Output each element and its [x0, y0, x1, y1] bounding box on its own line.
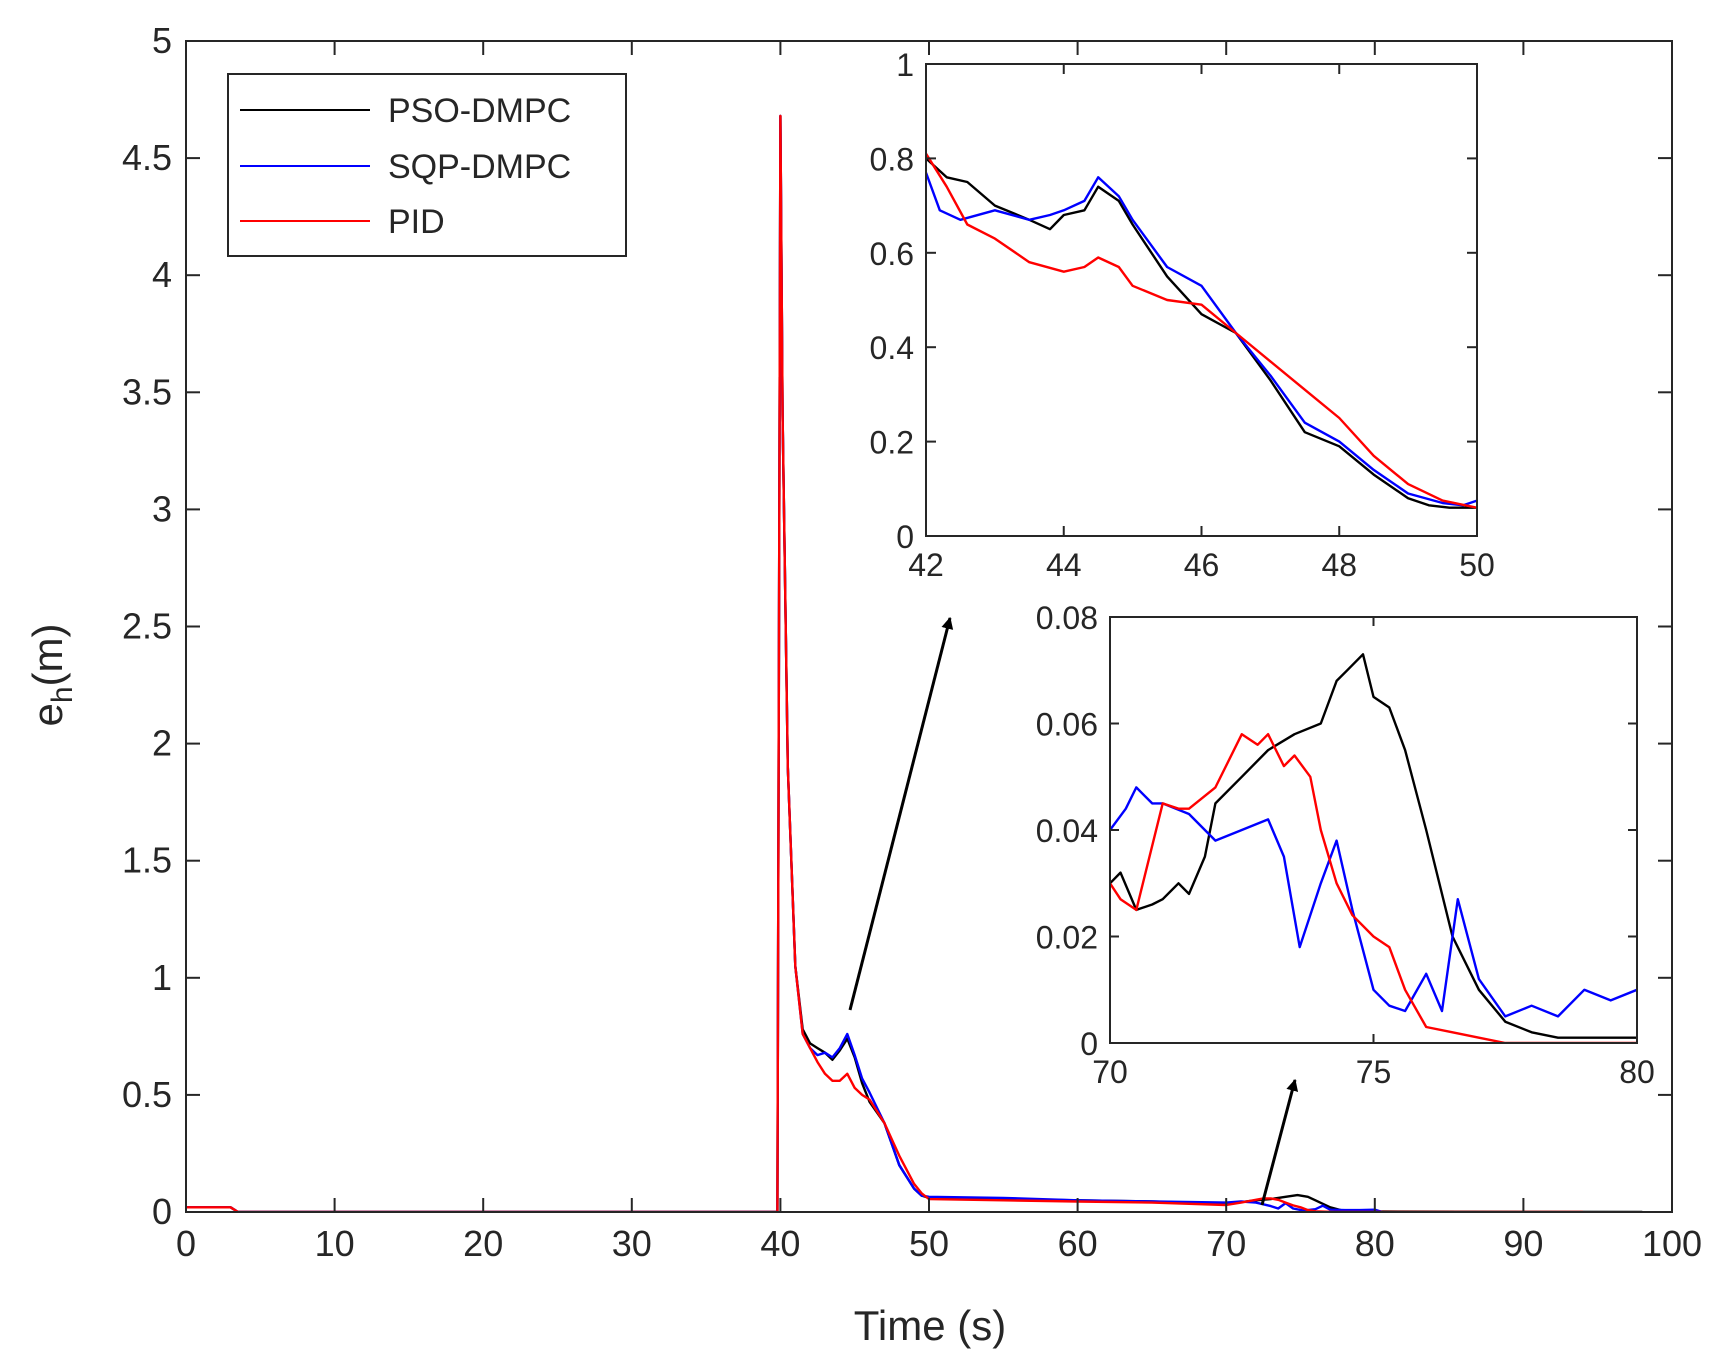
inset-1-plot-area [926, 64, 1477, 536]
inset-1-ytick-label: 0.2 [870, 425, 914, 461]
y-axis-label-unit: (m) [24, 623, 71, 686]
inset-1-series-pid [926, 153, 1477, 509]
inset-1-xtick-label: 42 [908, 547, 944, 583]
main-xtick-label: 80 [1355, 1223, 1395, 1264]
x-axis-label: Time (s) [854, 1302, 1006, 1349]
main-ytick-label: 3 [152, 488, 172, 529]
inset-1-xtick-label: 48 [1321, 547, 1357, 583]
main-xtick-label: 40 [760, 1223, 800, 1264]
inset-1-xtick-label: 46 [1184, 547, 1220, 583]
main-series-group [186, 114, 1643, 1212]
main-xtick-label: 20 [463, 1223, 503, 1264]
inset-2-ytick-label: 0 [1080, 1026, 1098, 1062]
y-axis-label: eh(m) [24, 623, 79, 726]
inset-2-xtick-label: 80 [1619, 1054, 1655, 1090]
inset-1-ytick-label: 0 [896, 519, 914, 555]
main-ytick-label: 1.5 [122, 840, 172, 881]
inset-1-xtick-label: 50 [1459, 547, 1495, 583]
main-ytick-label: 3.5 [122, 371, 172, 412]
main-ytick-label: 0 [152, 1191, 172, 1232]
inset-1-ytick-label: 0.8 [870, 141, 914, 177]
inset-2-ytick-label: 0.02 [1036, 920, 1098, 956]
inset-2-ytick-label: 0.06 [1036, 707, 1098, 743]
inset-1-axes: 42 44 46 48 50 0 0.2 0.4 0.6 0.8 1 [870, 47, 1495, 583]
y-axis-label-main: e [24, 703, 71, 726]
main-xtick-label: 10 [315, 1223, 355, 1264]
main-xtick-label: 90 [1503, 1223, 1543, 1264]
legend: PSO-DMPC SQP-DMPC PID [227, 73, 627, 257]
main-xtick-label: 50 [909, 1223, 949, 1264]
inset-2-axes: 70 75 80 0 0.02 0.04 0.06 0.08 [1036, 600, 1655, 1090]
inset-1-ytick-label: 0.6 [870, 236, 914, 272]
zoom-arrow-inset-2 [1260, 1078, 1299, 1206]
main-ytick-label: 4.5 [122, 137, 172, 178]
inset-1-ytick-label: 1 [896, 47, 914, 83]
legend-label-pid: PID [388, 203, 445, 241]
inset-2-xtick-label: 75 [1356, 1054, 1392, 1090]
main-ytick-label: 0.5 [122, 1074, 172, 1115]
inset-1-series-pso-dmpc [926, 157, 1477, 509]
main-xtick-label: 60 [1058, 1223, 1098, 1264]
main-xtick-label: 100 [1642, 1223, 1702, 1264]
inset-2-xtick-label: 70 [1092, 1054, 1128, 1090]
inset-1-xtick-label: 44 [1046, 547, 1082, 583]
legend-label-pso-dmpc: PSO-DMPC [388, 92, 571, 130]
inset-1-series-sqp-dmpc [926, 172, 1477, 507]
inset-1-ytick-label: 0.4 [870, 330, 914, 366]
main-ytick-label: 5 [152, 20, 172, 61]
main-ytick-label: 2 [152, 723, 172, 764]
inset-2-ytick-label: 0.04 [1036, 813, 1098, 849]
main-ytick-label: 4 [152, 254, 172, 295]
inset-2-ytick-label: 0.08 [1036, 600, 1098, 636]
main-xtick-label: 0 [176, 1223, 196, 1264]
legend-label-sqp-dmpc: SQP-DMPC [388, 148, 571, 186]
y-axis-label-subscript: h [46, 686, 79, 703]
zoom-arrow-inset-1 [848, 616, 954, 1011]
main-xtick-label: 70 [1206, 1223, 1246, 1264]
main-ytick-label: 1 [152, 957, 172, 998]
main-ytick-label: 2.5 [122, 606, 172, 647]
main-series-pid [186, 114, 1583, 1212]
inset-2-series-group [1110, 653, 1637, 1043]
main-xtick-label: 30 [612, 1223, 652, 1264]
inset-2-series-pso-dmpc [1110, 653, 1637, 1039]
inset-2-plot-area [1110, 617, 1637, 1043]
inset-1-series-group [926, 153, 1477, 509]
inset-2-series-pid [1110, 733, 1637, 1043]
